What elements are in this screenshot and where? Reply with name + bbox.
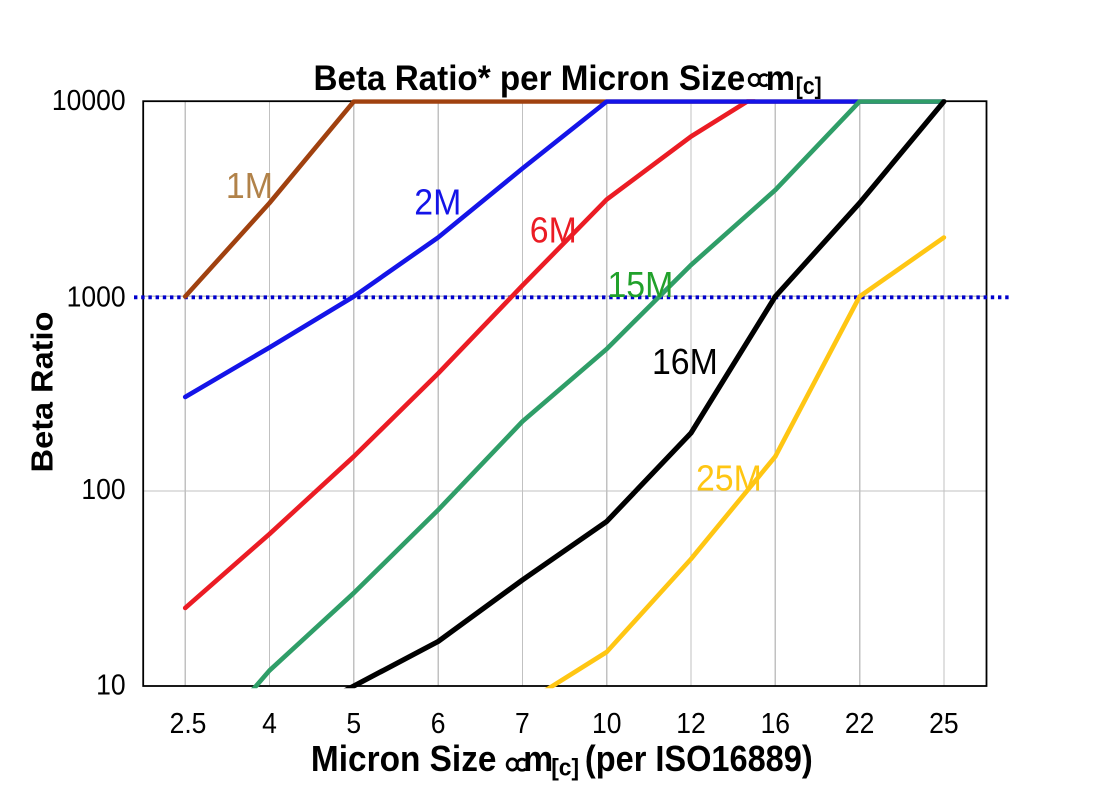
svg-text:15M: 15M [608,265,674,305]
svg-text:100: 100 [81,473,125,505]
svg-text:2M: 2M [414,183,461,223]
svg-text:4: 4 [262,707,277,739]
svg-text:10: 10 [96,668,125,700]
svg-text:25: 25 [929,707,958,739]
svg-text:Beta Ratio: Beta Ratio [24,312,59,473]
svg-text:5: 5 [346,707,361,739]
svg-text:25M: 25M [696,458,762,498]
svg-text:22: 22 [845,707,874,739]
svg-text:m: m [523,739,553,779]
svg-text:7: 7 [515,707,530,739]
svg-text:[c]: [c] [796,73,822,100]
svg-text:16M: 16M [652,342,718,382]
svg-text:2.5: 2.5 [170,707,207,739]
svg-text:16: 16 [761,707,790,739]
svg-text:12: 12 [676,707,705,739]
svg-text:1M: 1M [226,166,273,206]
svg-text:Beta Ratio* per Micron Size: Beta Ratio* per Micron Size [314,59,746,98]
svg-text:10000: 10000 [52,84,126,116]
svg-text:m: m [766,59,795,98]
svg-text:Micron Size: Micron Size [311,740,497,779]
svg-text:(per ISO16889): (per ISO16889) [585,740,813,780]
svg-text:6: 6 [431,707,446,739]
svg-text:1000: 1000 [67,281,126,313]
svg-text:10: 10 [592,707,621,739]
svg-text:[c]: [c] [551,754,579,781]
svg-text:6M: 6M [530,210,577,250]
